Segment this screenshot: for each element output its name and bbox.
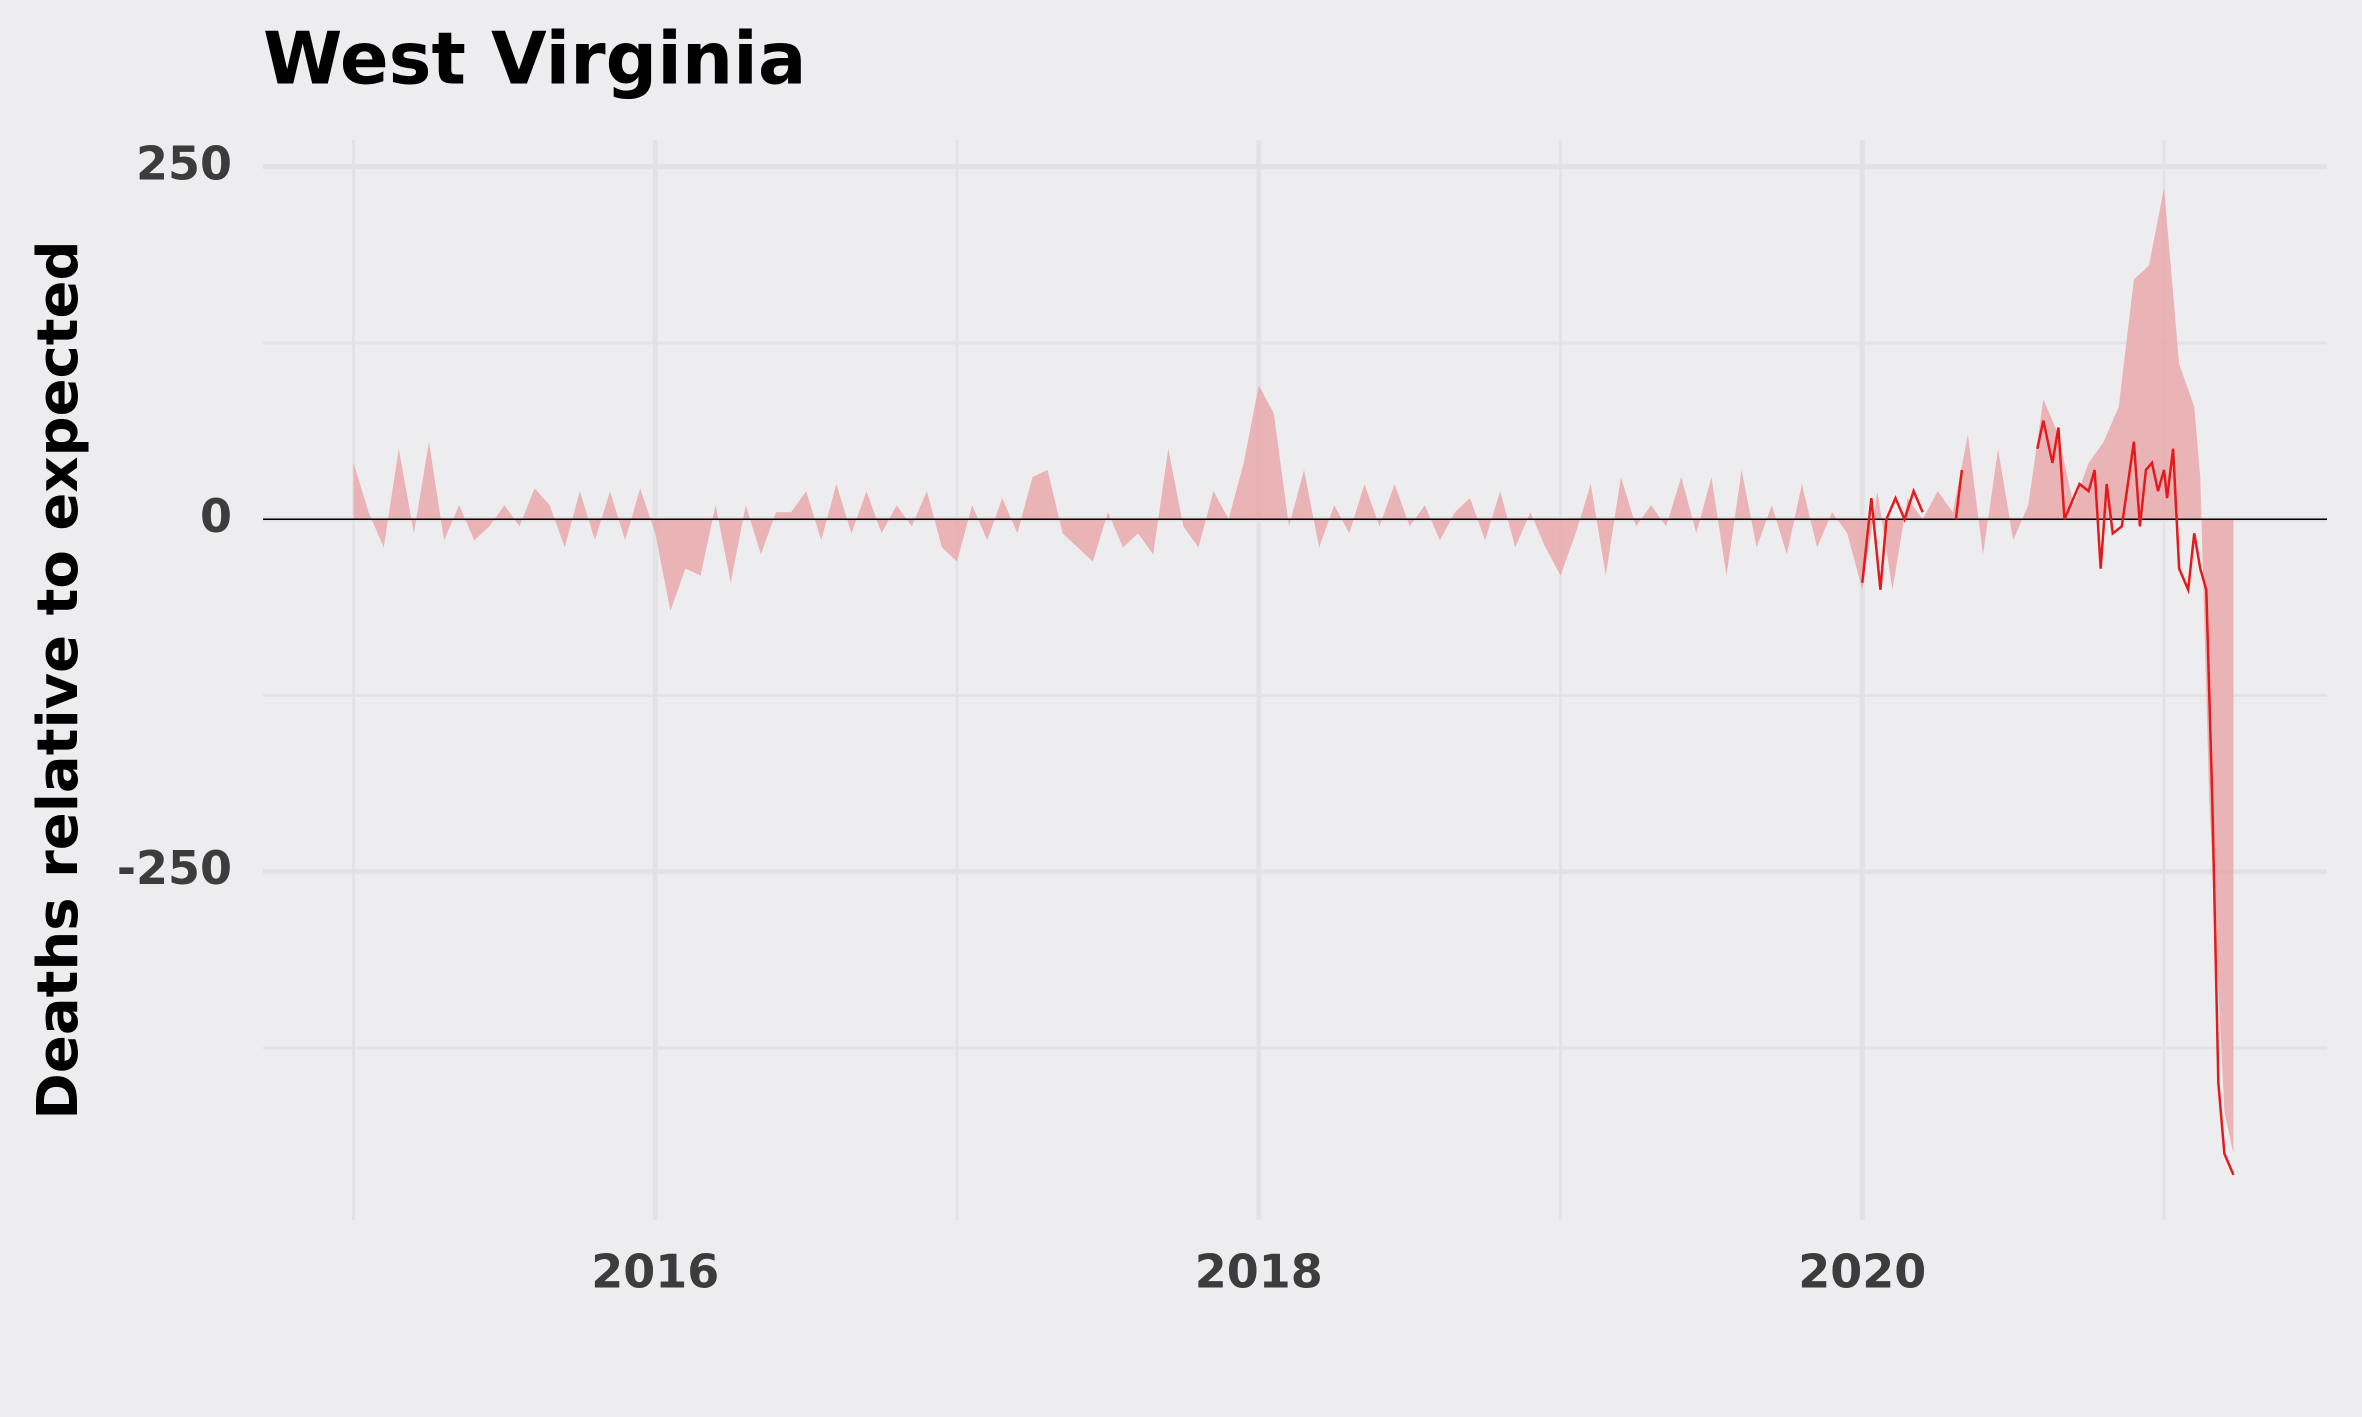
x-tick-label: 2020 <box>1798 1245 1926 1299</box>
x-tick-label: 2018 <box>1195 1245 1323 1299</box>
y-tick-label: 0 <box>200 489 232 543</box>
y-tick-label: 250 <box>136 136 232 190</box>
x-tick-label: 2016 <box>591 1245 719 1299</box>
chart-title: West Virginia <box>263 17 806 101</box>
y-tick-label: -250 <box>117 841 232 895</box>
excess-line <box>1861 420 2235 1176</box>
y-axis-label: Deaths relative to expected <box>26 240 91 1119</box>
